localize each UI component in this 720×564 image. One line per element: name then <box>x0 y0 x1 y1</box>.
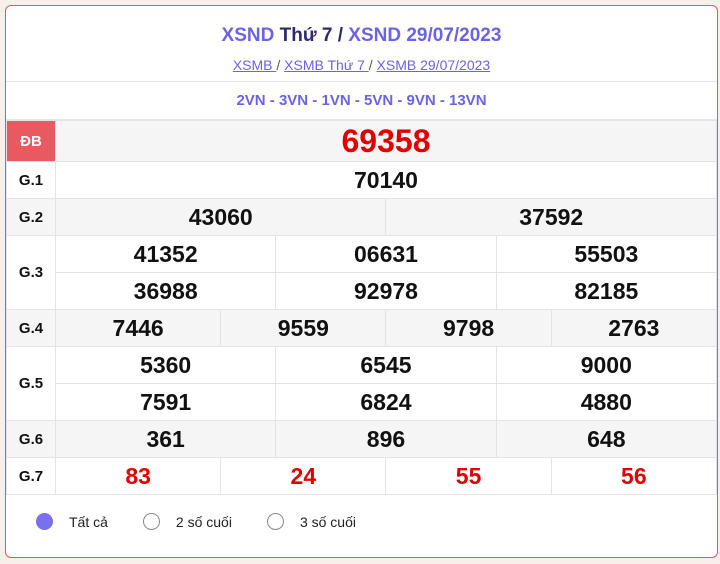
prize-value: 5360 <box>54 346 277 384</box>
prize-value: 9000 <box>495 346 717 384</box>
breadcrumb-xsmb-thu7[interactable]: XSMB Thứ 7 <box>284 57 369 73</box>
prize-value: 24 <box>220 457 387 495</box>
row-g5: G.5 5360 6545 9000 <box>6 346 717 421</box>
radio-icon[interactable] <box>142 513 160 530</box>
prize-value: 648 <box>495 420 717 458</box>
prize-value: 361 <box>54 420 277 458</box>
title-day: Thứ 7 <box>279 25 333 46</box>
breadcrumb-xsmb[interactable]: XSMB <box>232 57 277 73</box>
filter-last-3[interactable]: 3 số cuối <box>266 513 356 530</box>
row-g6: G.6 361 896 648 <box>6 420 717 458</box>
row-g2: G.2 43060 37592 <box>6 198 717 236</box>
title-link-xsnd[interactable]: XSND <box>221 25 275 46</box>
filter-label: 3 số cuối <box>299 513 356 530</box>
filter-all[interactable]: Tất cả <box>36 513 108 530</box>
prize-value: 70140 <box>55 161 717 199</box>
prize-value: 6545 <box>275 346 497 384</box>
results-card: XSND Thứ 7 / XSND 29/07/2023 XSMB / XSMB… <box>5 5 718 558</box>
radio-selected-icon[interactable] <box>36 513 53 530</box>
prize-label: G.4 <box>6 309 56 347</box>
prize-label: G.5 <box>6 346 56 421</box>
prize-value: 69358 <box>55 120 717 162</box>
prize-value: 9798 <box>385 309 552 347</box>
prize-value: 43060 <box>54 198 387 236</box>
row-g3b: 36988 92978 82185 <box>7 272 717 310</box>
page-title: XSND Thứ 7 / XSND 29/07/2023 <box>6 6 717 47</box>
prize-value: 7591 <box>54 383 277 421</box>
breadcrumb-sep: / <box>276 57 281 73</box>
prize-label: G.6 <box>6 420 56 458</box>
prize-value: 55503 <box>495 235 717 273</box>
prize-label: ĐB <box>6 120 56 162</box>
header: XSND Thứ 7 / XSND 29/07/2023 XSMB / XSMB… <box>6 6 717 82</box>
prize-value: 2763 <box>550 309 717 347</box>
breadcrumb-sep: / <box>368 57 373 73</box>
prize-value: 82185 <box>495 272 717 310</box>
filter-last-2[interactable]: 2 số cuối <box>142 513 232 530</box>
prize-value: 37592 <box>385 198 717 236</box>
results-table: ĐB 69358 G.1 70140 G.2 43060 37592 G.3 41352 0… <box>6 120 717 495</box>
prize-value: 6824 <box>275 383 497 421</box>
prize-label: G.2 <box>6 198 56 236</box>
row-g7: G.7 83 24 55 56 <box>6 457 717 495</box>
filter-label: 2 số cuối <box>175 513 232 530</box>
title-date: XSND 29/07/2023 <box>348 25 502 46</box>
prize-value: 06631 <box>275 235 497 273</box>
ticket-codes: 2VN - 3VN - 1VN - 5VN - 9VN - 13VN <box>6 82 717 120</box>
prize-label: G.1 <box>6 161 56 199</box>
row-g5b: 7591 6824 4880 <box>7 383 717 421</box>
filter-label: Tất cả <box>69 513 108 530</box>
breadcrumb: XSMB / XSMB Thứ 7 / XSMB 29/07/2023 <box>6 57 717 73</box>
prize-value: 55 <box>385 457 552 495</box>
row-g3: G.3 41352 06631 55503 <box>6 235 717 310</box>
prize-value: 9559 <box>220 309 387 347</box>
row-g1: G.1 70140 <box>6 161 717 199</box>
prize-label: G.3 <box>6 235 56 310</box>
prize-value: 4880 <box>495 383 717 421</box>
prize-value: 7446 <box>54 309 222 347</box>
radio-icon[interactable] <box>266 513 284 530</box>
prize-value: 56 <box>550 457 717 495</box>
prize-value: 41352 <box>54 235 277 273</box>
prize-value: 896 <box>275 420 497 458</box>
prize-value: 36988 <box>54 272 277 310</box>
row-db: ĐB 69358 <box>6 120 717 162</box>
prize-value: 83 <box>54 457 222 495</box>
row-g4: G.4 7446 9559 9798 2763 <box>6 309 717 347</box>
breadcrumb-xsmb-date[interactable]: XSMB 29/07/2023 <box>376 57 491 73</box>
prize-value: 92978 <box>275 272 497 310</box>
prize-label: G.7 <box>6 457 56 495</box>
display-filter: Tất cả 2 số cuối 3 số cuối <box>6 495 717 530</box>
title-sep: / <box>337 25 343 46</box>
